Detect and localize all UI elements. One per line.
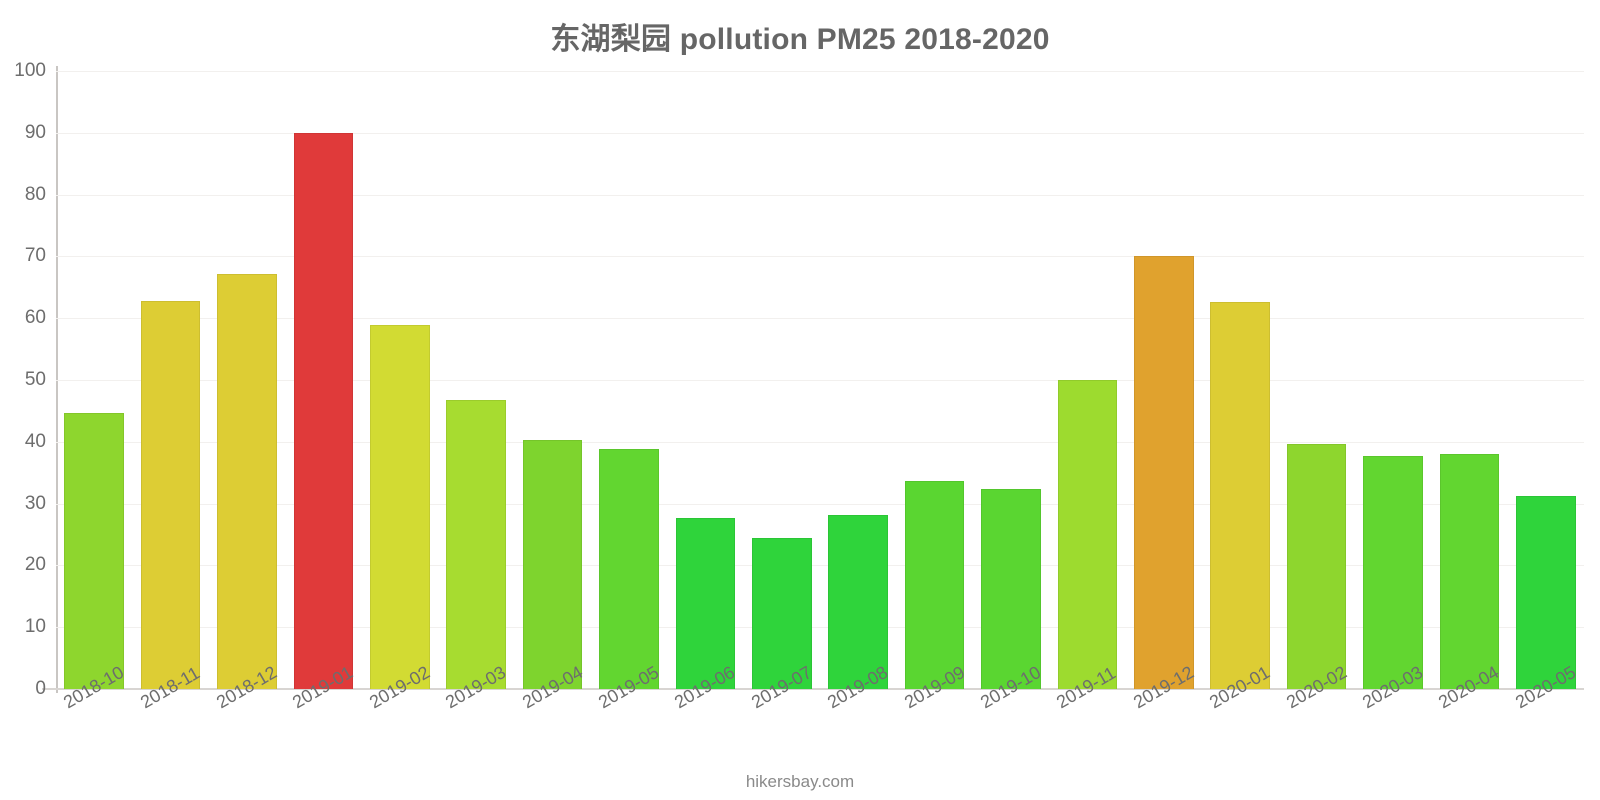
bar[interactable] (1286, 444, 1347, 689)
bar[interactable] (64, 413, 124, 689)
y-axis-tick-label: 30 (24, 492, 46, 514)
y-axis-tick-label: 90 (24, 121, 46, 143)
y-axis-line (56, 66, 58, 693)
plot-area (56, 71, 1584, 690)
y-axis-tick-label: 0 (35, 678, 46, 699)
y-axis-tick-label: 70 (24, 245, 46, 267)
y-axis-tick-label: 80 (24, 183, 46, 205)
bar[interactable] (370, 325, 430, 689)
bar[interactable] (1516, 495, 1576, 689)
footer-credit: hikersbay.com (745, 772, 855, 791)
y-axis-tick-label: 40 (24, 430, 46, 452)
chart-title: 东湖梨园 pollution PM25 2018-2020 (550, 23, 1050, 56)
bar[interactable] (752, 538, 812, 689)
bar[interactable] (140, 300, 201, 689)
bar[interactable] (828, 514, 888, 689)
bar[interactable] (1134, 256, 1194, 689)
bar-series (56, 71, 1584, 689)
bar[interactable] (599, 448, 659, 689)
bar[interactable] (293, 132, 354, 689)
bar[interactable] (675, 518, 736, 689)
y-axis-tick-label: 20 (24, 554, 46, 576)
bar[interactable] (1363, 456, 1423, 689)
bar[interactable] (981, 489, 1041, 689)
bar[interactable] (446, 399, 506, 689)
bar[interactable] (217, 274, 277, 689)
bar[interactable] (1210, 302, 1270, 689)
bar[interactable] (1057, 380, 1118, 689)
bar[interactable] (522, 439, 583, 689)
y-axis-tick-label: 50 (24, 369, 46, 390)
y-axis-tick-label: 100 (14, 60, 46, 81)
bar[interactable] (1439, 453, 1500, 689)
y-axis-tick-label: 10 (24, 616, 46, 638)
y-axis-tick-labels: 0 10 20 30 40 50 60 70 80 90 100 (0, 60, 46, 699)
bar[interactable] (904, 481, 965, 689)
y-axis-tick-label: 60 (24, 307, 46, 329)
x-axis-tick-labels: 2018-10 2018-11 2018-12 2019-01 2019-02 2019-… (56, 662, 1584, 771)
